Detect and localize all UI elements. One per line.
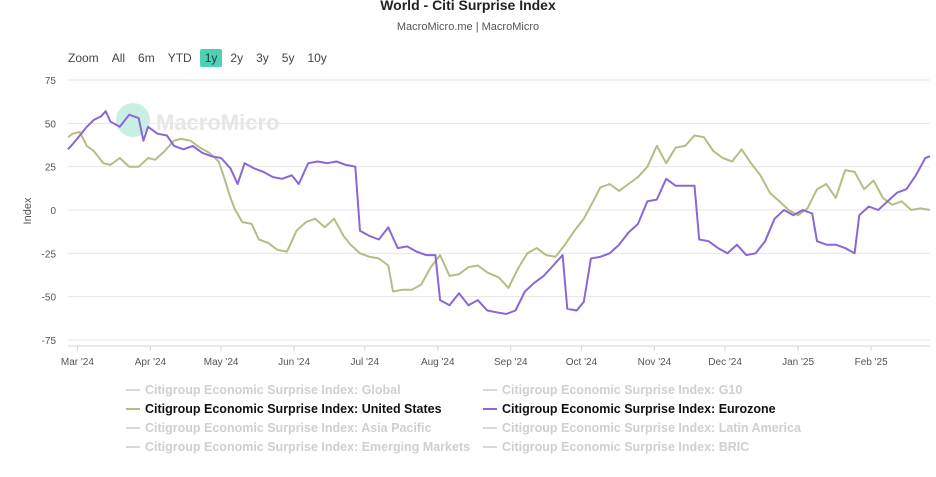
series-lines [67,110,931,315]
chart-subtitle: MacroMicro.me | MacroMicro [396,21,540,33]
legend-item-latin-america[interactable]: Citigroup Economic Surprise Index: Latin… [483,421,801,435]
y-tick-label: 50 [45,119,57,130]
x-tick-label: Apr '24 [135,357,167,368]
zoom-5y-button[interactable]: 5y [281,51,295,65]
x-tick-label: Jul '24 [350,357,379,368]
series-eurozone[interactable] [67,110,931,315]
zoom-ytd-button[interactable]: YTD [167,51,192,65]
watermark-logo-icon [116,103,150,137]
legend-item-emerging-markets[interactable]: Citigroup Economic Surprise Index: Emerg… [126,440,470,454]
y-tick-label: 75 [45,76,57,87]
legend-item-global[interactable]: Citigroup Economic Surprise Index: Globa… [126,383,401,397]
legend-item-eurozone[interactable]: Citigroup Economic Surprise Index: Euroz… [483,402,776,416]
x-tick-label: May '24 [204,357,239,368]
x-tick-label: Jan '25 [782,357,814,368]
y-tick-label: 0 [50,206,56,217]
y-tick-label: -25 [42,249,57,260]
legend-label: Citigroup Economic Surprise Index: BRIC [502,440,750,454]
legend-swatch [483,446,497,448]
legend-label: Citigroup Economic Surprise Index: G10 [502,383,743,397]
legend-swatch [126,408,140,410]
x-tick-label: Jun '24 [278,357,310,368]
zoom-bar: Zoom All 6m YTD 1y 2y 3y 5y 10y [66,49,335,67]
legend-label: Citigroup Economic Surprise Index: Emerg… [145,440,471,454]
legend-label: Citigroup Economic Surprise Index: Asia … [145,421,432,435]
legend-swatch [483,427,497,429]
y-axis-label: Index [22,197,34,224]
legend-label: Citigroup Economic Surprise Index: Globa… [145,383,401,397]
zoom-label: Zoom [68,51,99,65]
legend-swatch [126,427,140,429]
legend-item-bric[interactable]: Citigroup Economic Surprise Index: BRIC [483,440,749,454]
legend-swatch [126,446,140,448]
series-united-states[interactable] [67,131,931,293]
legend-label: Citigroup Economic Surprise Index: Latin… [502,421,801,435]
legend-item-asia-pacific[interactable]: Citigroup Economic Surprise Index: Asia … [126,421,431,435]
zoom-6m-button[interactable]: 6m [138,51,155,65]
y-tick-label: 25 [45,163,57,174]
x-tick-label: Sep '24 [494,357,528,368]
legend-label: Citigroup Economic Surprise Index: Euroz… [502,402,776,416]
grid-lines [68,79,930,341]
x-tick-label: Mar '24 [61,357,94,368]
zoom-all-button[interactable]: All [111,51,126,65]
legend-swatch [483,389,497,391]
y-tick-label: -50 [42,293,57,304]
zoom-3y-button[interactable]: 3y [256,51,269,65]
legend-item-g10[interactable]: Citigroup Economic Surprise Index: G10 [483,383,742,397]
zoom-10y-button[interactable]: 10y [307,51,327,65]
legend-label: Citigroup Economic Surprise Index: Unite… [145,402,442,416]
x-tick-label: Nov '24 [638,357,672,368]
x-axis-ticks: Mar '24 Apr '24 May '24 Jun '24 Jul '24 Aug '… [61,345,930,368]
legend-swatch [126,389,140,391]
chart-plot[interactable]: MacroMicro 75 50 25 0 -25 -50 -75 Mar '24 Apr '… [0,0,936,380]
x-tick-label: Feb '25 [855,357,888,368]
watermark-text: MacroMicro [156,110,279,135]
legend-swatch [483,408,497,410]
x-tick-label: Dec '24 [708,357,742,368]
legend-item-united-states[interactable]: Citigroup Economic Surprise Index: Unite… [126,402,442,416]
chart-title: World - Citi Surprise Index [380,0,556,13]
y-axis-ticks: 75 50 25 0 -25 -50 -75 [42,76,57,347]
zoom-1y-button[interactable]: 1y [199,49,223,67]
x-tick-label: Oct '24 [566,357,598,368]
y-tick-label: -75 [42,336,57,347]
x-tick-label: Aug '24 [421,357,455,368]
watermark-logo: MacroMicro [116,103,279,137]
zoom-2y-button[interactable]: 2y [230,51,244,65]
